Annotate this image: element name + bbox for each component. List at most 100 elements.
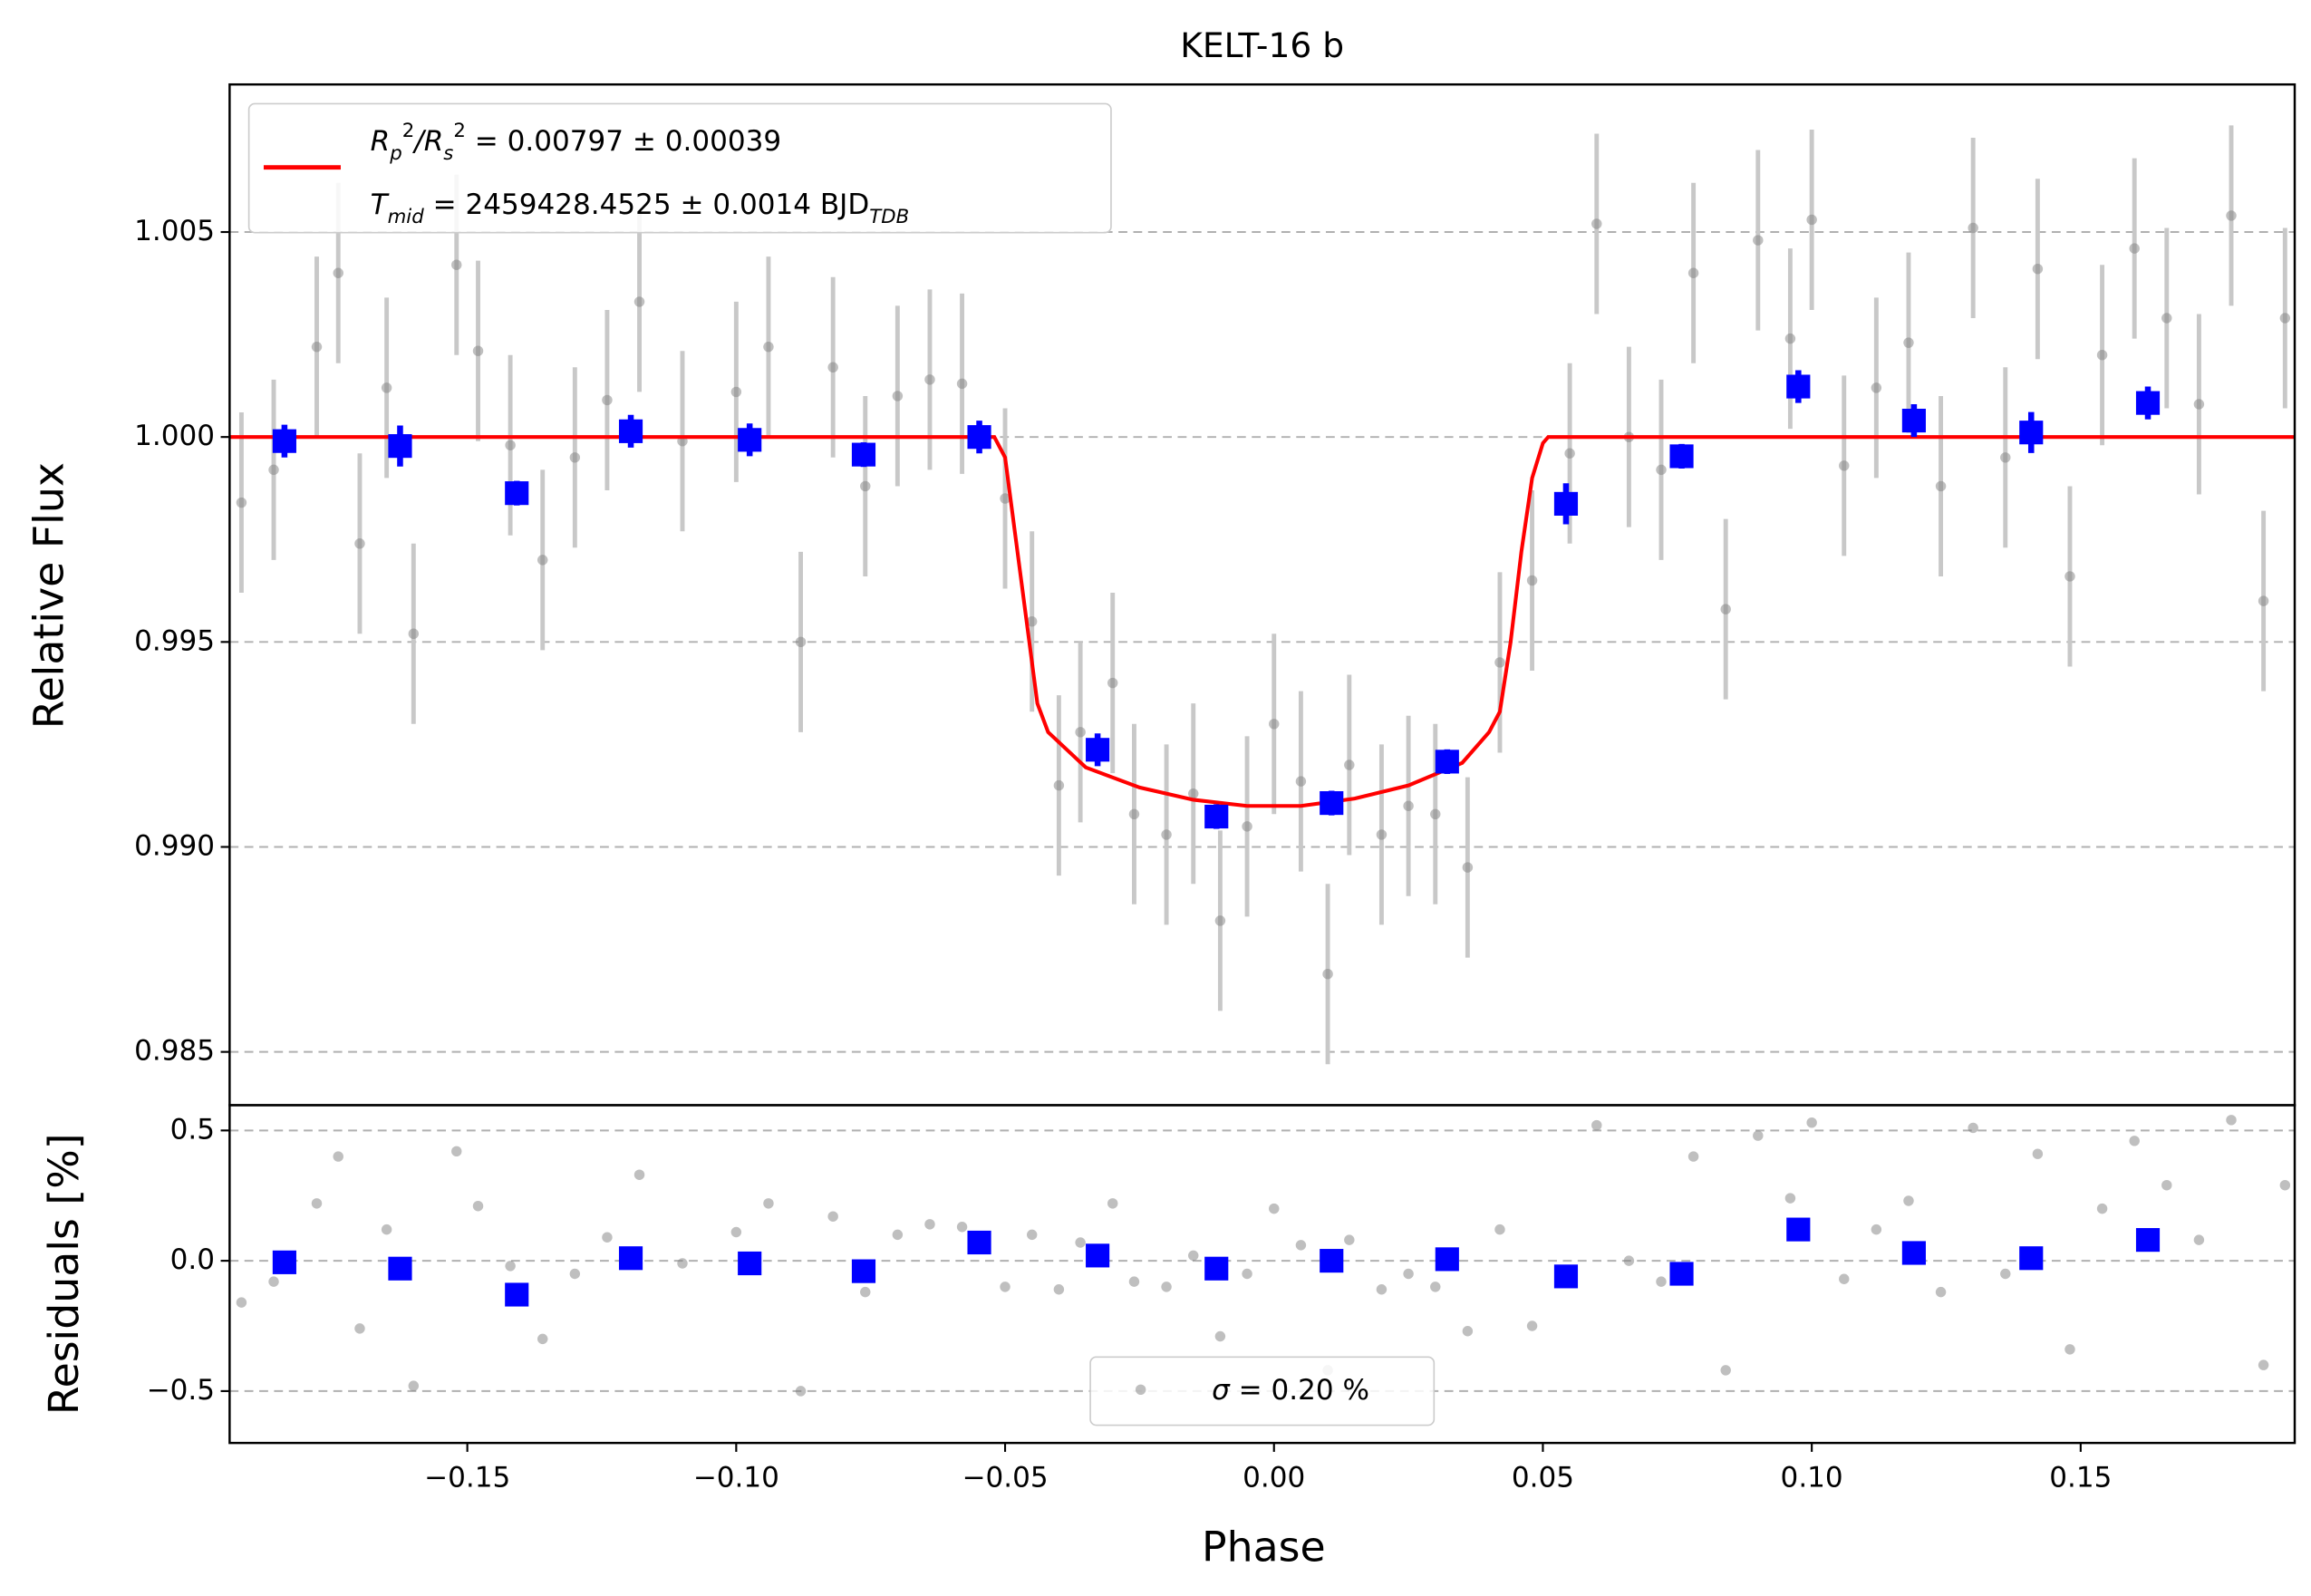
x-tick-label: 0.15 xyxy=(2049,1461,2112,1494)
data-point xyxy=(333,1151,343,1162)
y-tick-label: 0.990 xyxy=(134,829,215,862)
data-point xyxy=(956,378,968,390)
legend-text: = 0.20 % xyxy=(1230,1374,1369,1407)
data-point xyxy=(1107,1198,1118,1209)
binned-point xyxy=(738,428,762,452)
data-point xyxy=(236,497,247,508)
binned-point xyxy=(1786,374,1811,399)
binned-point xyxy=(851,442,876,467)
chart-title: KELT-16 b xyxy=(1180,25,1344,65)
data-point xyxy=(1214,915,1226,926)
data-point xyxy=(1430,808,1441,820)
legend-label: Tmid = 2459428.4525 ± 0.0014 BJDTDB xyxy=(371,189,910,228)
binned-point xyxy=(2019,421,2044,445)
data-point xyxy=(354,1323,365,1334)
data-point xyxy=(1494,657,1505,668)
data-point xyxy=(505,1261,516,1272)
data-point xyxy=(1269,1203,1280,1214)
legend: σ = 0.20 % xyxy=(1089,1356,1436,1427)
binned-point xyxy=(967,1230,991,1255)
data-point xyxy=(2226,210,2237,221)
data-point xyxy=(2032,264,2044,275)
binned-point xyxy=(618,1246,643,1271)
data-point xyxy=(311,341,323,353)
data-point xyxy=(1591,218,1602,229)
binned-point xyxy=(1435,1247,1459,1272)
data-point xyxy=(1128,808,1140,820)
data-point xyxy=(2000,1268,2011,1280)
legend-text: TDB xyxy=(869,206,909,228)
data-point xyxy=(1656,1276,1667,1287)
data-point xyxy=(1871,1224,1882,1235)
data-point xyxy=(1075,1237,1086,1248)
binned-point xyxy=(388,1256,412,1281)
data-point xyxy=(827,362,838,373)
x-axis-label: Phase xyxy=(1202,1523,1326,1571)
legend-text: s xyxy=(443,141,453,164)
data-point xyxy=(569,452,581,463)
data-point xyxy=(268,1276,279,1287)
data-point xyxy=(1968,1122,1978,1134)
x-tick-label: 0.10 xyxy=(1781,1461,1843,1494)
data-point xyxy=(1839,460,1850,471)
data-point xyxy=(1526,1320,1538,1331)
data-point xyxy=(763,341,774,353)
axes-frame xyxy=(228,1104,2296,1445)
data-point xyxy=(2129,243,2140,254)
legend-box xyxy=(247,102,1112,234)
data-point xyxy=(1376,829,1388,840)
binned-point xyxy=(2135,1228,2161,1253)
data-point xyxy=(1214,1330,1226,1342)
data-point xyxy=(472,345,484,356)
binned-point xyxy=(1553,491,1579,516)
data-point xyxy=(1344,759,1355,770)
data-point xyxy=(505,440,516,450)
data-point xyxy=(1161,829,1172,840)
data-point xyxy=(860,480,871,492)
data-point xyxy=(1806,214,1817,226)
x-tick-label: −0.05 xyxy=(962,1461,1048,1494)
binned-point xyxy=(851,1259,876,1283)
binned-point xyxy=(738,1251,762,1276)
data-point xyxy=(2193,1234,2205,1245)
data-point xyxy=(472,1201,484,1212)
data-point xyxy=(827,1211,838,1222)
data-point xyxy=(569,1268,581,1280)
data-point xyxy=(1753,1130,1764,1141)
data-point xyxy=(2161,313,2172,324)
y-tick-label: 1.000 xyxy=(134,420,215,452)
data-point xyxy=(602,394,613,406)
data-point xyxy=(924,1219,935,1230)
data-point xyxy=(1053,779,1065,791)
data-point xyxy=(1242,1268,1252,1280)
legend-text: /R xyxy=(411,125,443,158)
y-tick-label: −0.5 xyxy=(147,1374,215,1407)
data-point xyxy=(1935,1286,1947,1298)
data-point xyxy=(633,296,645,307)
data-point xyxy=(1107,677,1118,689)
legend-text: 2 xyxy=(453,119,466,141)
data-point xyxy=(2096,1203,2108,1214)
data-point xyxy=(1188,1250,1199,1262)
data-point xyxy=(2193,399,2205,410)
data-point xyxy=(1403,1268,1414,1280)
legend-text: R xyxy=(371,125,391,158)
data-point xyxy=(451,259,462,270)
data-point xyxy=(763,1198,774,1209)
binned-point xyxy=(1086,1243,1110,1268)
binned-point xyxy=(1435,750,1459,774)
binned-point xyxy=(272,1250,296,1274)
binned-point xyxy=(2019,1246,2044,1271)
data-point xyxy=(1295,776,1307,787)
model-line xyxy=(229,435,2296,808)
data-point xyxy=(408,628,420,640)
data-point xyxy=(2096,349,2108,361)
data-point xyxy=(2279,313,2291,324)
y-tick-label: 0.995 xyxy=(134,624,215,657)
binned-point xyxy=(1086,738,1110,762)
binned-point xyxy=(1320,791,1344,816)
data-point xyxy=(1871,382,1882,393)
y-tick-label: 0.985 xyxy=(134,1035,215,1068)
plot-area: 0.985 0.990 0.995 1.000 1.005 −0.5 0.0 0.5 −0.15… xyxy=(134,125,2296,1494)
